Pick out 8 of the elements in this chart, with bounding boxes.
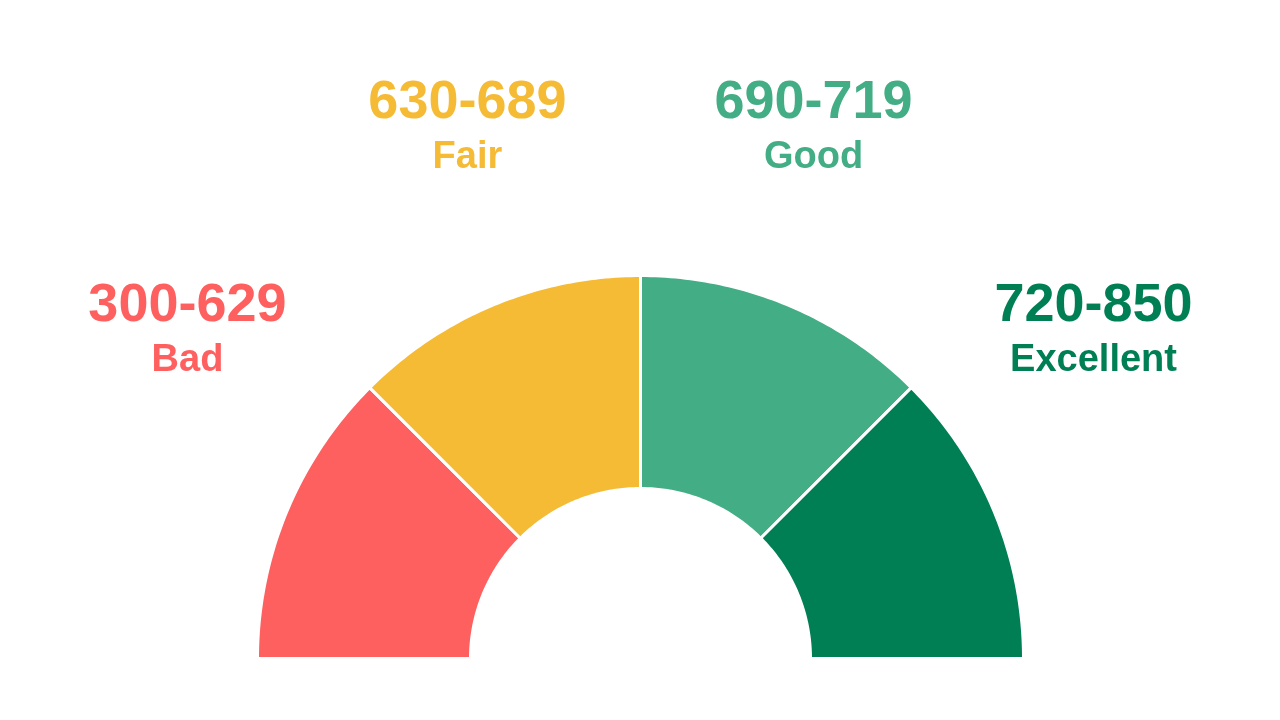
slice-label: Fair (432, 133, 503, 176)
data-label: 690-719 (714, 68, 913, 129)
data-label: 630-689 (368, 68, 567, 129)
data-label: 720-850 (994, 272, 1193, 333)
slice-label: Excellent (1010, 337, 1178, 380)
data-label: 300-629 (88, 272, 287, 333)
slice-label: Good (763, 133, 864, 176)
slice-label: Bad (151, 337, 224, 380)
